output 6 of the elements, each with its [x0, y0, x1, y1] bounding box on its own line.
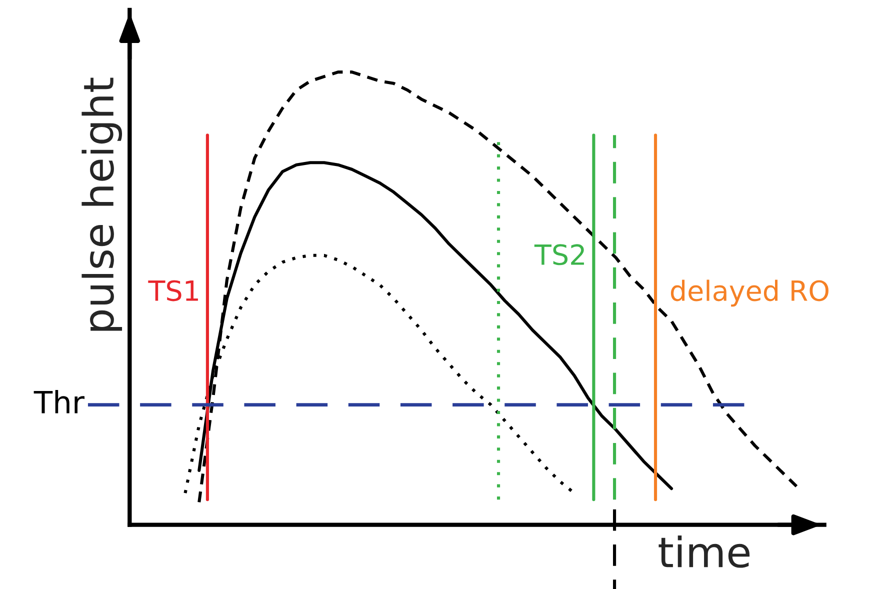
x-axis-title: time	[658, 536, 750, 568]
annotation: TS2	[534, 244, 584, 266]
annotation: delayed RO	[670, 280, 828, 307]
annotation: TS1	[148, 280, 198, 302]
ref-line-label: Thr	[34, 390, 84, 414]
y-axis-title: pulse height	[82, 78, 122, 331]
